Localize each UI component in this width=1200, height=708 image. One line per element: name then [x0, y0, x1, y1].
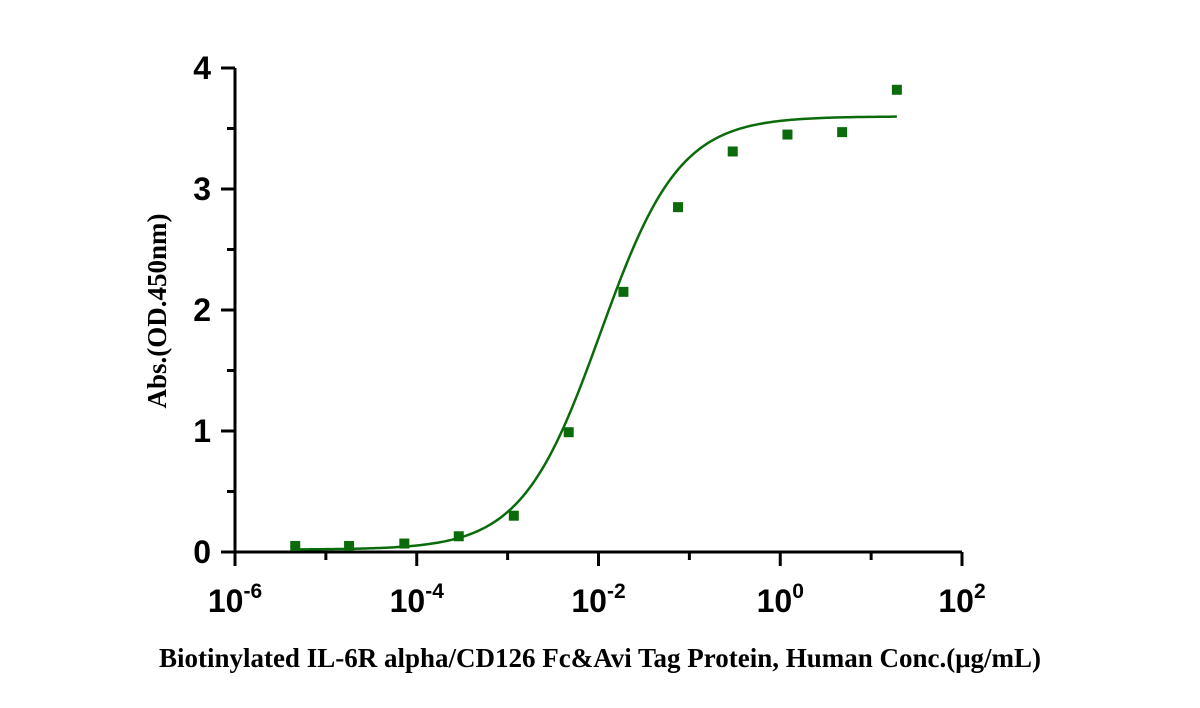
data-point: [399, 538, 410, 549]
data-points: [290, 84, 902, 551]
x-tick-label: 102: [938, 580, 985, 619]
data-point: [727, 146, 738, 157]
x-tick-label: 100: [757, 580, 804, 619]
data-point: [673, 202, 684, 213]
y-axis-title: Abs.(OD.450nm): [142, 213, 172, 408]
x-tick-label: 10-6: [208, 580, 262, 619]
x-axis-title: Biotinylated IL-6R alpha/CD126 Fc&Avi Ta…: [159, 643, 1041, 673]
y-tick-label: 3: [193, 171, 211, 207]
fit-curve: [295, 115, 897, 551]
y-ticks: 0 1 2 3 4: [193, 50, 235, 570]
x-ticks: 10-6 10-4 10-2 100 102: [208, 552, 986, 619]
data-point: [891, 84, 902, 95]
data-point: [618, 286, 629, 297]
y-tick-label: 2: [193, 292, 211, 328]
data-point: [837, 127, 848, 138]
y-tick-label: 4: [193, 50, 211, 86]
data-point: [453, 531, 464, 542]
data-point: [344, 540, 355, 551]
data-point: [508, 510, 519, 521]
data-point: [290, 540, 301, 551]
y-tick-label: 0: [193, 534, 211, 570]
data-point: [782, 129, 793, 140]
data-point: [563, 427, 574, 438]
x-tick-label: 10-2: [571, 580, 625, 619]
y-tick-label: 1: [193, 413, 211, 449]
x-tick-label: 10-4: [390, 580, 445, 619]
y-axis: 0 1 2 3 4: [193, 50, 237, 570]
x-axis: 10-6 10-4 10-2 100 102: [208, 550, 986, 619]
